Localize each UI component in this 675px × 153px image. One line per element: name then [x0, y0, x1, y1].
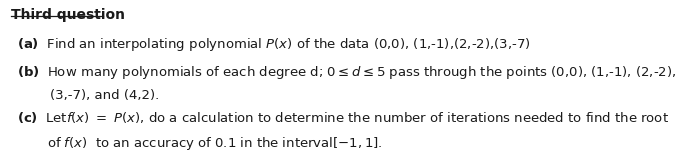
Text: of $f(x)$  to an accuracy of 0.1 in the interval$[-1,1]$.: of $f(x)$ to an accuracy of 0.1 in the i… [47, 135, 383, 152]
Text: (3,-7), and (4,2).: (3,-7), and (4,2). [51, 89, 159, 102]
Text: $\bf{(a)}$  Find an interpolating polynomial $P(x)$ of the data (0,0), (1,-1),(2: $\bf{(a)}$ Find an interpolating polynom… [17, 36, 531, 53]
Text: $\bf{(c)}$  Let$f(x)$ $=$ $P(x)$, do a calculation to determine the number of it: $\bf{(c)}$ Let$f(x)$ $=$ $P(x)$, do a ca… [17, 110, 669, 125]
Text: Third question: Third question [11, 8, 125, 22]
Text: $\bf{(b)}$  How many polynomials of each degree d; $0 \leq d \leq 5$ pass throug: $\bf{(b)}$ How many polynomials of each … [17, 64, 675, 81]
